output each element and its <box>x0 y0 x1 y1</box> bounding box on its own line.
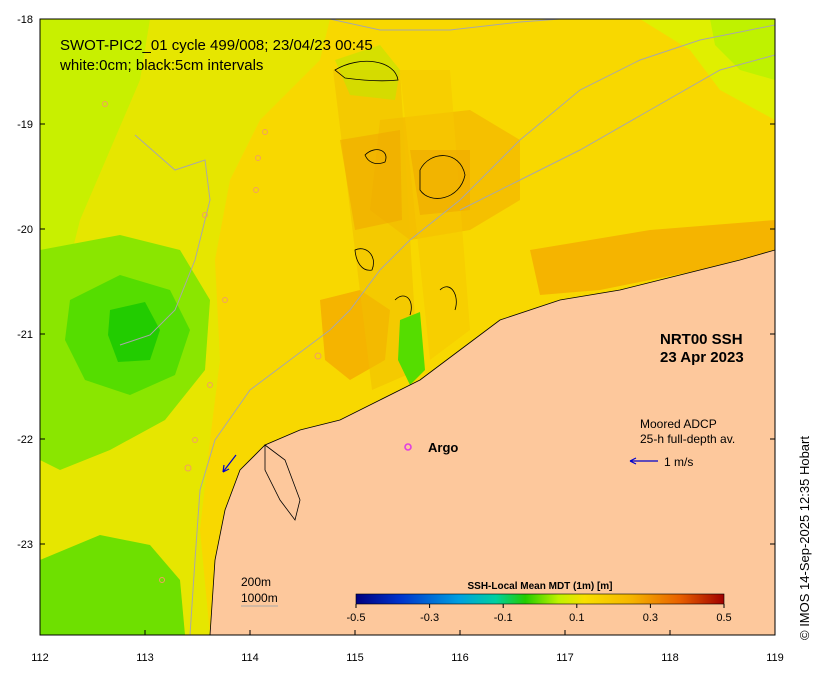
swot-swath-east <box>400 70 470 360</box>
land-australia <box>209 249 775 635</box>
argo-legend-marker <box>404 443 412 451</box>
colorbar-tick-label: -0.5 <box>347 612 366 624</box>
colorbar-tick-label: -0.3 <box>420 612 439 624</box>
adcp-title: Moored ADCP <box>640 417 717 431</box>
adcp-scale-label: 1 m/s <box>664 455 693 469</box>
lat-tick-label: -18 <box>17 14 33 26</box>
swot-green-patch <box>398 312 425 385</box>
lat-tick-label: -20 <box>17 224 33 236</box>
ssh-contour-3 <box>419 155 466 199</box>
colorbar-tick-label: 0.1 <box>569 612 584 624</box>
ssh-field <box>40 19 775 635</box>
colorbar <box>355 593 725 605</box>
ssh-contour-1 <box>334 60 399 82</box>
lon-tick-label: 112 <box>31 652 49 664</box>
ssh-contour-2 <box>364 149 387 164</box>
lon-tick-label: 116 <box>451 652 469 664</box>
depth-label-200m: 200m <box>241 575 271 589</box>
bathymetry-1000m <box>189 24 775 635</box>
colorbar-tick-label: -0.1 <box>494 612 513 624</box>
latitude-axis: -18 -19 -20 -21 -22 -23 <box>17 14 775 551</box>
lon-tick-label: 117 <box>556 652 574 664</box>
adcp-subtitle: 25-h full-depth av. <box>640 432 735 446</box>
map-subtitle: white:0cm; black:5cm intervals <box>59 57 263 74</box>
lon-tick-label: 115 <box>346 652 364 664</box>
land-exmouth-cape <box>264 444 301 521</box>
ssh-contour-5 <box>394 286 457 316</box>
lat-tick-label: -19 <box>17 119 33 131</box>
product-name: NRT00 SSH <box>660 331 743 348</box>
lon-tick-label: 113 <box>136 652 154 664</box>
argo-label: Argo <box>428 440 458 455</box>
plot-frame <box>39 18 776 636</box>
bathymetry-200m <box>119 134 211 346</box>
ssh-contour-4 <box>354 248 374 271</box>
product-date: 23 Apr 2023 <box>660 349 744 366</box>
lon-tick-label: 118 <box>661 652 679 664</box>
lon-tick-label: 114 <box>241 652 259 664</box>
map-title: SWOT-PIC2_01 cycle 499/008; 23/04/23 00:… <box>60 37 373 54</box>
bathymetry-north <box>329 19 561 31</box>
adcp-vector <box>222 454 237 473</box>
swot-greenish-north <box>335 45 400 100</box>
longitude-axis: 112 113 114 115 116 117 118 119 <box>31 630 784 664</box>
ssh-orange-east <box>530 220 775 295</box>
lat-tick-label: -21 <box>17 329 33 341</box>
swot-hotspot-2 <box>410 150 470 215</box>
lat-tick-label: -22 <box>17 434 33 446</box>
colorbar-title: SSH-Local Mean MDT (1m) [m] <box>467 581 612 592</box>
colorbar-tick-label: 0.3 <box>643 612 658 624</box>
ssh-green-eddy-core <box>108 302 160 362</box>
credit-text: © IMOS 14-Sep-2025 12:35 Hobart <box>797 436 812 640</box>
adcp-scale-vector <box>629 457 658 465</box>
lat-tick-label: -23 <box>17 539 33 551</box>
lon-tick-label: 119 <box>766 652 784 664</box>
ssh-green-sw <box>40 535 185 635</box>
swot-hotspot-1 <box>340 130 402 230</box>
depth-label-1000m: 1000m <box>241 591 278 605</box>
colorbar-tick-label: 0.5 <box>716 612 731 624</box>
colorbar-ticks: -0.5 -0.3 -0.1 0.1 0.3 0.5 <box>347 604 732 624</box>
argo-float-markers <box>102 101 322 583</box>
bathymetry-shelf <box>459 54 775 211</box>
